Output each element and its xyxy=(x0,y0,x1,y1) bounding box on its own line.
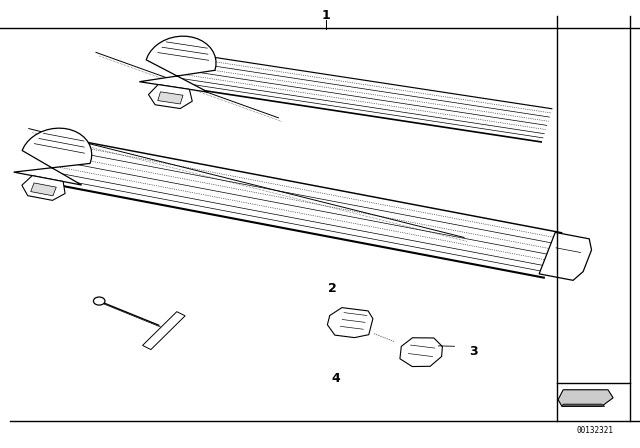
Polygon shape xyxy=(143,312,185,349)
Polygon shape xyxy=(140,36,216,92)
Polygon shape xyxy=(148,85,192,108)
Text: 3: 3 xyxy=(469,345,478,358)
Text: 1: 1 xyxy=(322,9,331,22)
Polygon shape xyxy=(562,404,605,406)
Text: 2: 2 xyxy=(328,282,337,296)
Polygon shape xyxy=(400,338,442,366)
Ellipse shape xyxy=(93,297,105,305)
Polygon shape xyxy=(328,308,373,338)
Polygon shape xyxy=(31,183,56,196)
Polygon shape xyxy=(539,233,591,280)
Text: 4: 4 xyxy=(332,372,340,385)
Polygon shape xyxy=(558,390,613,406)
Polygon shape xyxy=(13,128,92,185)
Polygon shape xyxy=(22,176,65,200)
Text: 00132321: 00132321 xyxy=(577,426,614,435)
Polygon shape xyxy=(157,92,183,104)
